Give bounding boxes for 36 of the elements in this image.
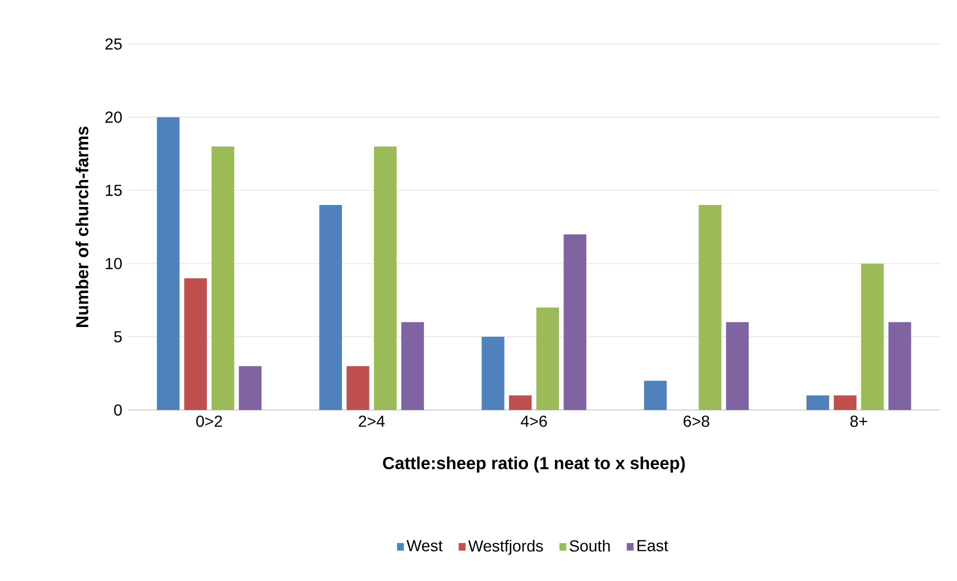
x-tick-label: 8+ xyxy=(850,416,868,427)
y-tick-label: 10 xyxy=(106,258,122,270)
y-tick-label: 15 xyxy=(106,184,122,196)
legend-label: East xyxy=(638,540,668,552)
x-tick-label: 4>6 xyxy=(520,416,547,427)
legend-label: Westfjords xyxy=(468,540,543,555)
bar xyxy=(726,322,749,410)
bar xyxy=(184,278,207,410)
x-tick-label: 6>8 xyxy=(684,416,710,427)
legend-label: South xyxy=(570,540,610,552)
bar xyxy=(644,380,667,410)
y-tick-label: 20 xyxy=(105,112,122,123)
bar xyxy=(888,322,912,410)
bar xyxy=(806,395,830,410)
bar xyxy=(212,146,234,410)
bar xyxy=(834,395,856,410)
bar xyxy=(319,205,342,410)
bar xyxy=(861,264,884,410)
bar xyxy=(238,366,262,410)
legend-label: West xyxy=(406,540,443,552)
y-tick-label: 5 xyxy=(114,331,122,342)
bar xyxy=(564,234,586,410)
bar xyxy=(698,205,722,410)
bar xyxy=(346,366,370,410)
x-tick-label: 2>4 xyxy=(358,416,385,427)
bar xyxy=(156,117,180,410)
y-axis-title: Number of church-farms xyxy=(76,126,88,327)
x-tick-label: 0>2 xyxy=(196,416,222,427)
y-tick-label: 0 xyxy=(114,404,122,416)
bar xyxy=(536,308,559,410)
bar xyxy=(374,146,397,410)
bar xyxy=(482,336,504,410)
y-tick-label: 25 xyxy=(105,38,122,50)
x-axis-title: Cattle:sheep ratio (1 neat to x sheep) xyxy=(383,456,685,473)
bar xyxy=(401,322,424,410)
bar xyxy=(509,395,532,410)
